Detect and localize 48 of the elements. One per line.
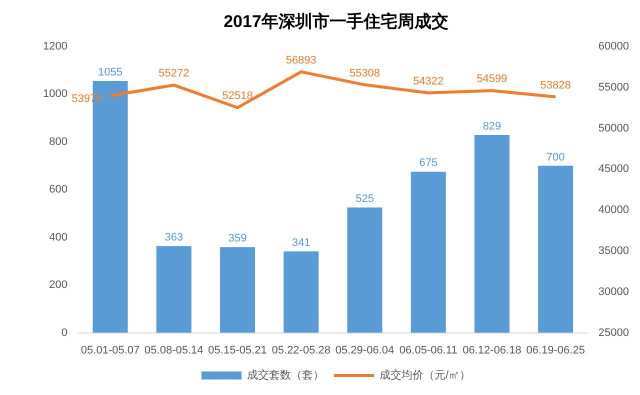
data-label: 359: [228, 232, 247, 245]
data-label: 53828: [540, 79, 571, 92]
x-tick-label: 05.29-06.04: [335, 344, 394, 356]
y2-tick-label: 60000: [598, 40, 630, 52]
y2-tick-label: 40000: [598, 204, 630, 216]
bar: [347, 208, 382, 333]
bar: [410, 172, 446, 333]
chart-title: 2017年深圳市一手住宅周成交: [224, 12, 448, 31]
legend-label: 成交套数（套）: [246, 368, 324, 382]
x-tick-label: 06.19-06.25: [526, 344, 585, 356]
x-tick-label: 06.05-06.11: [399, 344, 458, 356]
data-label: 1055: [98, 66, 123, 79]
y-tick-label: 200: [49, 279, 68, 292]
data-label: 52518: [222, 90, 253, 102]
data-label: 55308: [349, 67, 380, 80]
y-tick-label: 0: [61, 326, 68, 339]
data-label: 675: [419, 157, 438, 170]
y2-tick-label: 45000: [598, 163, 630, 176]
x-tick-label: 06.12-06.18: [462, 344, 522, 356]
legend-label: 成交均价（元/㎡）: [379, 368, 471, 382]
data-label: 56893: [286, 54, 316, 66]
y2-tick-label: 35000: [598, 245, 630, 258]
y-tick-label: 800: [49, 136, 68, 148]
y2-tick-label: 25000: [598, 326, 630, 339]
bar: [156, 246, 192, 333]
y2-tick-label: 30000: [598, 286, 630, 298]
x-tick-label: 05.08-05.14: [144, 344, 204, 356]
y-tick-label: 1200: [42, 40, 68, 52]
bar: [538, 166, 574, 333]
y2-tick-label: 55000: [598, 81, 630, 94]
x-tick-label: 05.01-05.07: [80, 344, 140, 356]
bar: [284, 251, 319, 333]
data-label: 700: [546, 151, 565, 164]
bar: [220, 247, 256, 333]
y-tick-label: 400: [49, 231, 68, 244]
y-tick-label: 600: [49, 184, 68, 196]
data-label: 341: [292, 236, 310, 249]
data-label: 525: [356, 193, 374, 206]
data-label: 54322: [413, 75, 444, 88]
data-label: 829: [482, 120, 502, 132]
data-label: 363: [164, 232, 184, 244]
bar: [474, 134, 510, 333]
x-tick-label: 05.22-05.28: [272, 344, 330, 356]
data-label: 55272: [158, 68, 190, 80]
y-tick-label: 1000: [42, 88, 68, 100]
y2-tick-label: 50000: [598, 122, 630, 134]
x-tick-label: 05.15-05.21: [208, 344, 267, 356]
data-label: 54599: [476, 73, 508, 86]
